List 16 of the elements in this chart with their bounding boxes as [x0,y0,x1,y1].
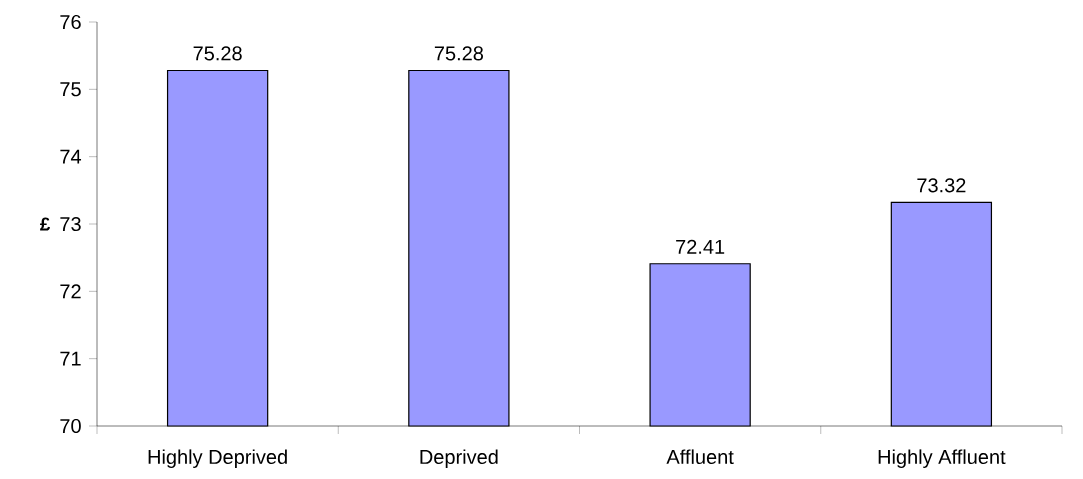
data-label: 73.32 [917,178,966,193]
x-tick-label: Deprived [420,449,498,469]
y-tick-label: 74 [60,149,82,164]
data-label: 75.28 [193,46,242,61]
x-tick-label: Affluent [666,449,734,465]
y-tick-label: 70 [60,418,81,434]
data-label: 72.41 [676,239,725,254]
y-tick-label: 73 [60,216,81,232]
x-tick-label: Highly Affluent [878,449,1006,469]
y-tick-label: 71 [60,351,81,366]
y-tick-label: 75 [60,82,81,97]
x-tick-label: Highly Deprived [148,449,287,469]
y-tick-label: 72 [60,284,81,299]
data-label: 75.28 [434,46,484,61]
y-axis-title: £ [40,217,51,231]
y-tick-label: 76 [60,14,81,30]
